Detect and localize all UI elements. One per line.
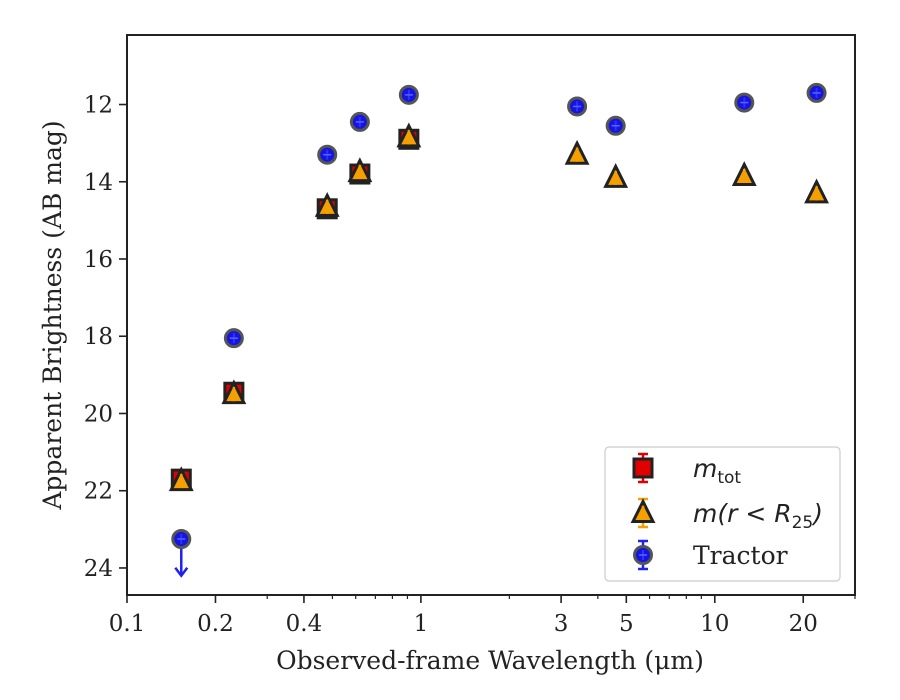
series-2-point bbox=[171, 529, 192, 549]
series-2-point bbox=[567, 96, 588, 117]
legend-marker-triangle bbox=[630, 498, 656, 523]
legend-marker-square bbox=[632, 457, 654, 479]
x-tick-label: 0.4 bbox=[286, 611, 323, 637]
series-2-point bbox=[605, 115, 626, 136]
x-tick-label: 0.2 bbox=[197, 611, 234, 637]
series-2-point bbox=[223, 328, 244, 349]
y-tick-label: 24 bbox=[84, 556, 113, 582]
plot-frame bbox=[126, 34, 856, 596]
y-tick-label: 18 bbox=[84, 324, 113, 350]
legend bbox=[604, 446, 841, 582]
y-tick-label: 22 bbox=[84, 479, 113, 505]
legend-label: mtot bbox=[693, 454, 741, 488]
x-tick-label: 5 bbox=[619, 611, 634, 637]
x-tick-label: 1 bbox=[414, 611, 429, 637]
x-tick-label: 3 bbox=[554, 611, 569, 637]
series-1-point bbox=[603, 163, 629, 188]
series-2-point bbox=[349, 111, 370, 132]
x-tick-label: 10 bbox=[700, 611, 729, 637]
series-2-point bbox=[734, 92, 755, 113]
y-tick-label: 12 bbox=[84, 93, 113, 119]
series-1-point bbox=[168, 466, 194, 492]
series-1-point bbox=[396, 122, 422, 148]
legend-label: Tractor bbox=[693, 541, 788, 570]
y-tick-label: 16 bbox=[84, 247, 113, 273]
series-1-point bbox=[314, 192, 340, 217]
legend-label: m(r < R25) bbox=[693, 499, 823, 533]
series-1-point bbox=[731, 161, 757, 186]
series-2-point bbox=[398, 84, 419, 105]
x-tick-label: 20 bbox=[789, 611, 818, 637]
series-1-point bbox=[564, 139, 590, 165]
x-tick-label: 0.1 bbox=[109, 611, 146, 637]
series-1-point bbox=[347, 157, 373, 183]
x-axis-label: Observed-frame Wavelength (μm) bbox=[276, 646, 704, 675]
series-1-point bbox=[221, 379, 247, 405]
legend-marker-circle bbox=[633, 545, 653, 565]
series-1-point bbox=[804, 178, 829, 204]
series-2-point bbox=[806, 82, 827, 103]
y-axis-label: Apparent Brightness (AB mag) bbox=[38, 120, 67, 510]
y-tick-label: 20 bbox=[84, 401, 113, 427]
y-tick-label: 14 bbox=[84, 170, 113, 196]
upper-limit-arrow bbox=[174, 566, 189, 578]
series-2-point bbox=[317, 144, 338, 165]
